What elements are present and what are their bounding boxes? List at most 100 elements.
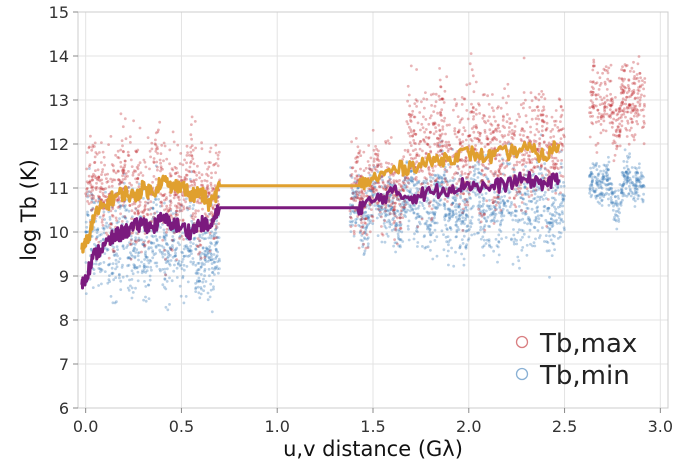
scatter-point	[386, 139, 390, 143]
scatter-point	[414, 132, 418, 136]
scatter-point	[531, 158, 534, 161]
scatter-point	[508, 196, 512, 200]
scatter-point	[204, 237, 208, 241]
scatter-point	[214, 228, 217, 232]
scatter-point	[112, 246, 116, 249]
scatter-point	[490, 218, 494, 222]
scatter-point	[101, 218, 104, 222]
scatter-point	[380, 175, 384, 179]
scatter-point	[597, 112, 601, 115]
scatter-point	[606, 163, 609, 167]
scatter-point	[618, 116, 621, 120]
scatter-point	[368, 230, 372, 234]
scatter-point	[393, 211, 397, 215]
scatter-point	[461, 140, 465, 144]
scatter-point	[482, 216, 486, 220]
scatter-point	[186, 280, 190, 284]
scatter-point	[447, 213, 451, 217]
scatter-point	[469, 52, 473, 55]
y-tick-label: 14	[49, 47, 69, 66]
scatter-point	[426, 245, 430, 249]
scatter-point	[211, 234, 214, 238]
scatter-point	[559, 120, 562, 123]
scatter-point	[442, 204, 446, 207]
scatter-point	[384, 226, 388, 230]
scatter-point	[117, 200, 120, 204]
scatter-point	[510, 201, 513, 204]
scatter-point	[506, 199, 510, 203]
scatter-point	[84, 230, 88, 234]
scatter-point	[413, 115, 417, 119]
scatter-point	[384, 140, 387, 143]
scatter-point	[168, 276, 171, 280]
scatter-point	[627, 178, 631, 182]
scatter-point	[440, 148, 443, 152]
scatter-point	[525, 253, 529, 257]
scatter-point	[127, 154, 131, 157]
scatter-point	[545, 114, 548, 118]
scatter-point	[412, 184, 416, 188]
scatter-point	[406, 99, 409, 103]
scatter-point	[481, 235, 485, 239]
scatter-point	[142, 242, 146, 246]
scatter-point	[203, 212, 207, 216]
scatter-point	[554, 210, 557, 214]
scatter-point	[528, 219, 532, 223]
scatter-point	[197, 261, 201, 265]
scatter-point	[407, 113, 411, 116]
scatter-point	[131, 171, 135, 175]
scatter-point	[180, 204, 183, 208]
scatter-point	[207, 267, 211, 271]
scatter-point	[428, 228, 431, 232]
scatter-point	[482, 230, 486, 234]
scatter-point	[398, 213, 401, 217]
scatter-point	[200, 287, 203, 291]
scatter-point	[88, 167, 91, 171]
scatter-point	[538, 198, 542, 202]
scatter-point	[446, 208, 450, 211]
scatter-point	[357, 190, 361, 194]
scatter-point	[436, 173, 440, 177]
scatter-point	[173, 254, 177, 258]
scatter-point	[386, 234, 390, 238]
scatter-point	[489, 140, 492, 144]
scatter-point	[364, 229, 368, 232]
scatter-point	[641, 83, 644, 87]
scatter-point	[523, 185, 527, 189]
scatter-point	[620, 124, 624, 128]
scatter-point	[149, 240, 153, 244]
scatter-point	[551, 214, 554, 217]
scatter-point	[368, 204, 371, 208]
scatter-point	[199, 265, 203, 269]
scatter-point	[112, 278, 116, 282]
scatter-point	[509, 211, 512, 215]
scatter-point	[383, 183, 387, 187]
scatter-point	[535, 209, 539, 213]
scatter-point	[134, 149, 138, 153]
scatter-point	[534, 217, 538, 221]
scatter-point	[551, 213, 555, 216]
scatter-point	[528, 106, 532, 109]
scatter-point	[516, 231, 520, 234]
scatter-point	[115, 265, 119, 269]
scatter-point	[614, 96, 617, 99]
scatter-point	[605, 177, 609, 181]
scatter-point	[424, 127, 428, 131]
scatter-point	[460, 222, 463, 226]
scatter-point	[539, 167, 542, 171]
scatter-point	[626, 119, 629, 123]
scatter-point	[538, 137, 542, 141]
scatter-point	[626, 154, 629, 158]
scatter-point	[90, 175, 94, 179]
scatter-point	[362, 242, 365, 246]
scatter-point	[594, 143, 598, 147]
scatter-point	[385, 220, 389, 224]
scatter-point	[460, 159, 464, 163]
scatter-point	[203, 269, 207, 273]
scatter-point	[143, 280, 146, 283]
scatter-point	[211, 279, 215, 282]
scatter-point	[426, 143, 430, 147]
scatter-point	[455, 182, 459, 186]
scatter-point	[189, 160, 193, 163]
scatter-point	[168, 204, 172, 207]
